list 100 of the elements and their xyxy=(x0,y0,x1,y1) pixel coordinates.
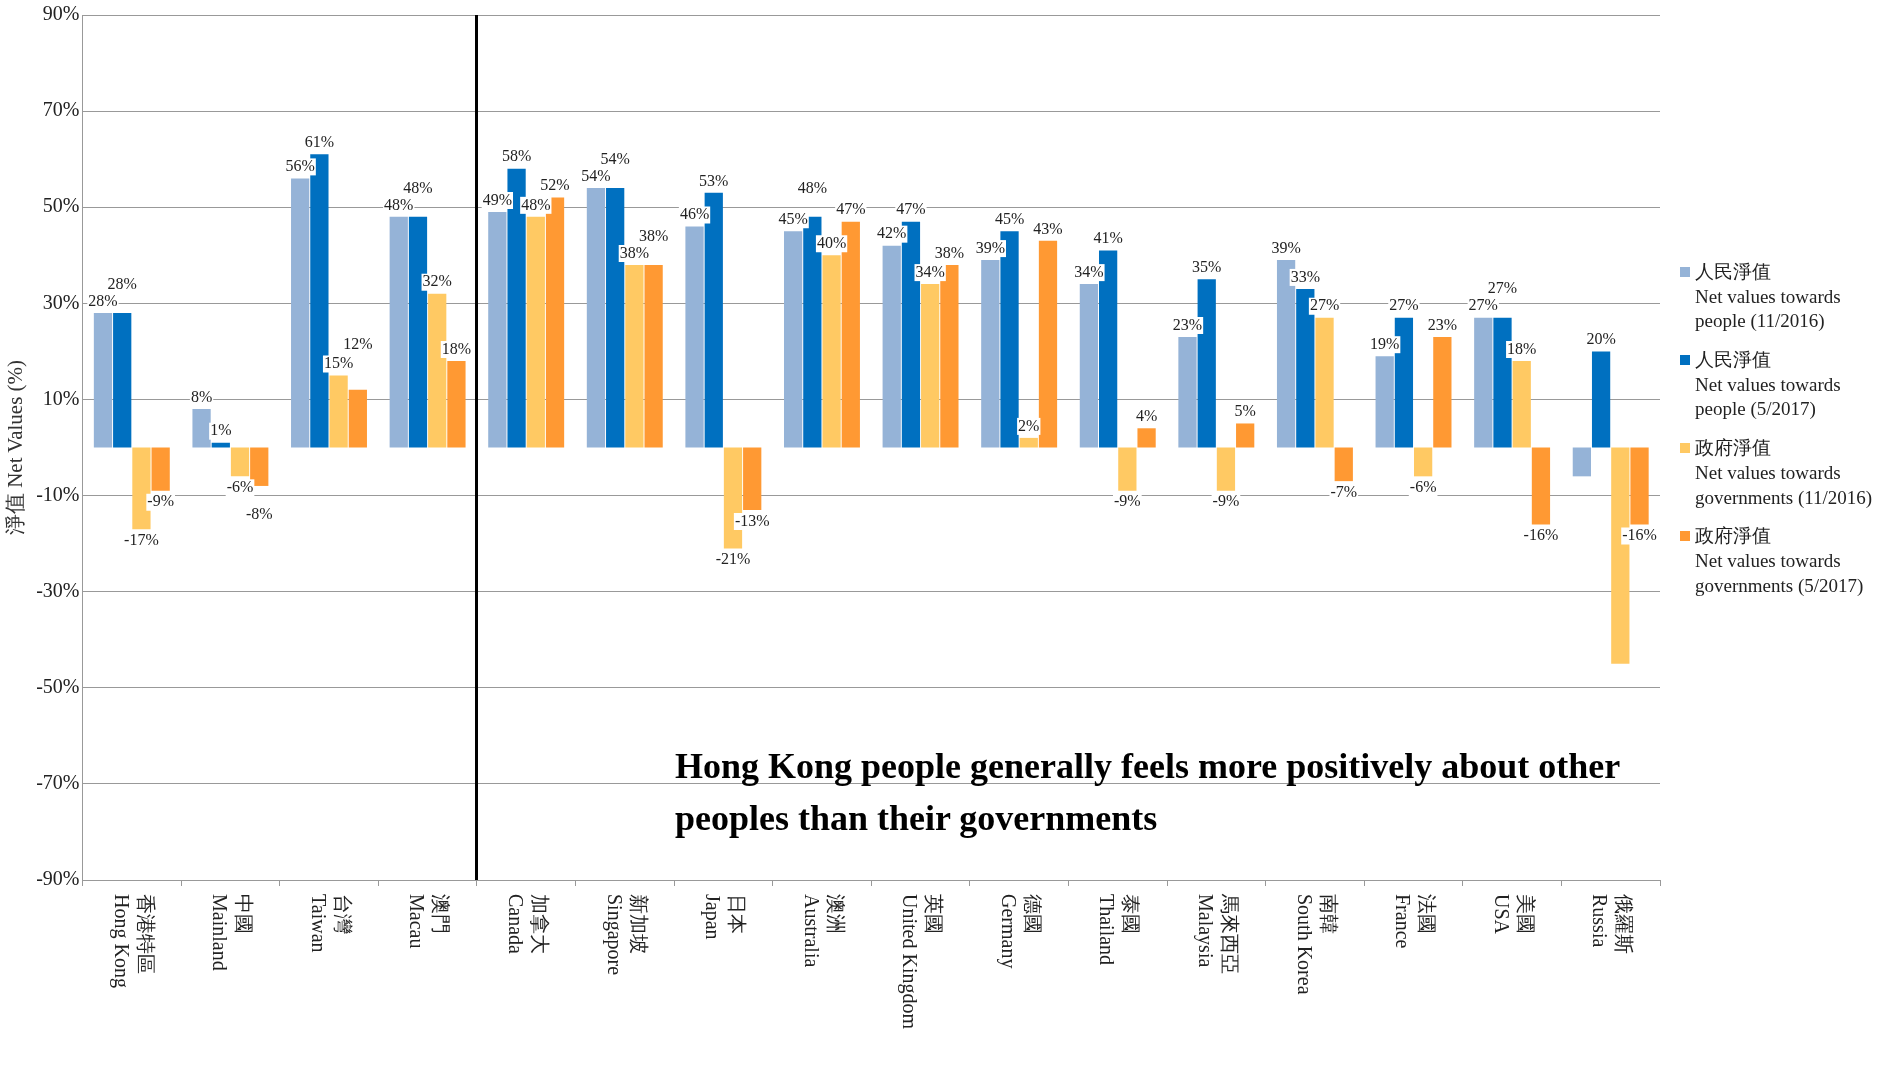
legend-label: 人民淨值 Net values towards people (5/2017) xyxy=(1695,348,1842,422)
data-label: 4% xyxy=(1135,406,1158,424)
data-label: 27% xyxy=(1487,279,1518,297)
data-label: 19% xyxy=(1370,334,1400,352)
y-tick-label: 50% xyxy=(42,194,80,217)
data-label: 20% xyxy=(1586,330,1616,348)
bar xyxy=(230,447,250,477)
y-tick-label: -10% xyxy=(36,482,80,505)
data-label: -16% xyxy=(1622,526,1657,544)
bar xyxy=(783,231,803,448)
data-label: 52% xyxy=(540,176,570,194)
data-label: 5% xyxy=(1234,402,1256,420)
data-label: 56% xyxy=(285,157,315,175)
x-tick-label: United Kingdom 英國 xyxy=(898,894,946,1030)
x-tick-label: Singapore 新加坡 xyxy=(602,894,650,976)
data-label: 18% xyxy=(441,339,472,357)
data-label: 41% xyxy=(1093,229,1123,247)
bar xyxy=(981,260,1000,448)
data-label: 27% xyxy=(1309,296,1340,314)
bar xyxy=(211,442,230,448)
data-label: 46% xyxy=(679,205,710,223)
bar xyxy=(1572,447,1591,477)
bar xyxy=(625,264,644,448)
data-label: 23% xyxy=(1427,315,1458,333)
bar xyxy=(1334,447,1353,482)
y-tick-label: 10% xyxy=(42,386,80,409)
bar xyxy=(1315,317,1334,448)
x-tick-label: France 法國 xyxy=(1392,894,1439,949)
x-tick-label: Mainland 中國 xyxy=(209,894,256,971)
data-label: -6% xyxy=(1409,478,1437,496)
x-tick-label: Japan 日本 xyxy=(701,894,749,940)
legend-label: 人民淨值 Net values towards people (11/2016) xyxy=(1695,260,1842,334)
bar xyxy=(93,312,113,448)
data-label: 54% xyxy=(600,149,630,167)
data-label: 34% xyxy=(915,262,945,280)
data-label: 38% xyxy=(934,243,965,261)
data-label: 23% xyxy=(1172,315,1203,333)
bar xyxy=(447,361,466,448)
bar xyxy=(329,375,348,448)
data-label: -13% xyxy=(734,511,770,529)
data-label: 47% xyxy=(836,200,866,218)
data-label: 53% xyxy=(699,171,729,189)
data-label: 34% xyxy=(1074,262,1104,280)
bar xyxy=(389,216,408,448)
x-tick-label: Thailand 泰國 xyxy=(1096,894,1143,966)
bar xyxy=(822,255,841,448)
data-label: 39% xyxy=(975,238,1005,256)
data-label: 43% xyxy=(1033,219,1063,237)
x-tick-label: Australia 澳洲 xyxy=(800,894,847,968)
data-label: 8% xyxy=(190,387,213,405)
data-label: -9% xyxy=(1114,492,1141,510)
data-label: 28% xyxy=(88,291,118,309)
data-label: 38% xyxy=(619,243,650,261)
y-axis-title: 淨值 Net Values (%) xyxy=(3,359,28,536)
data-label: -6% xyxy=(226,478,254,496)
data-label: 12% xyxy=(343,334,373,352)
data-label: 15% xyxy=(323,354,354,372)
bar xyxy=(644,264,663,448)
y-tick-label: -90% xyxy=(36,867,80,890)
data-label: -9% xyxy=(147,492,174,510)
x-tick-label: Macau 澳門 xyxy=(406,894,453,949)
bar xyxy=(113,312,132,448)
data-label: 58% xyxy=(501,147,532,165)
y-tick-label: -50% xyxy=(36,675,80,698)
legend-label: 政府淨值 Net values towards governments (5/2017) xyxy=(1695,524,1865,598)
data-label: 45% xyxy=(994,209,1025,227)
bar xyxy=(1137,428,1156,448)
y-tick-label: -70% xyxy=(36,771,80,794)
data-label: 35% xyxy=(1192,258,1222,276)
data-label: 32% xyxy=(422,272,452,290)
data-label: 28% xyxy=(107,274,137,292)
bar xyxy=(291,178,310,448)
data-label: 33% xyxy=(1290,267,1320,285)
bar xyxy=(1531,447,1551,525)
bar xyxy=(1630,447,1649,525)
data-label: 2% xyxy=(1018,416,1040,434)
bar xyxy=(488,212,507,448)
legend-label: 政府淨值 Net values towards governments (11/2016) xyxy=(1695,436,1874,510)
bar xyxy=(586,188,606,448)
x-tick-label: Malaysia 馬來西亞 xyxy=(1194,893,1242,974)
bar xyxy=(1118,447,1137,491)
bar xyxy=(1591,351,1611,448)
bar xyxy=(1433,336,1452,448)
data-label: -8% xyxy=(245,504,273,522)
bar xyxy=(685,226,704,448)
data-label: 48% xyxy=(521,195,551,213)
data-label: -7% xyxy=(1330,482,1358,500)
data-label: 48% xyxy=(384,195,414,213)
data-label: 48% xyxy=(403,178,433,196)
bar xyxy=(151,447,170,491)
bar xyxy=(1414,447,1433,477)
data-label: 18% xyxy=(1507,339,1537,357)
bar xyxy=(1512,361,1531,448)
data-label: -21% xyxy=(715,550,751,568)
data-label: -16% xyxy=(1523,526,1559,544)
bar xyxy=(1019,437,1038,448)
data-label: 45% xyxy=(778,209,808,227)
y-tick-label: 90% xyxy=(42,2,80,25)
data-label: 27% xyxy=(1468,296,1498,314)
y-tick-label: 30% xyxy=(42,290,80,313)
